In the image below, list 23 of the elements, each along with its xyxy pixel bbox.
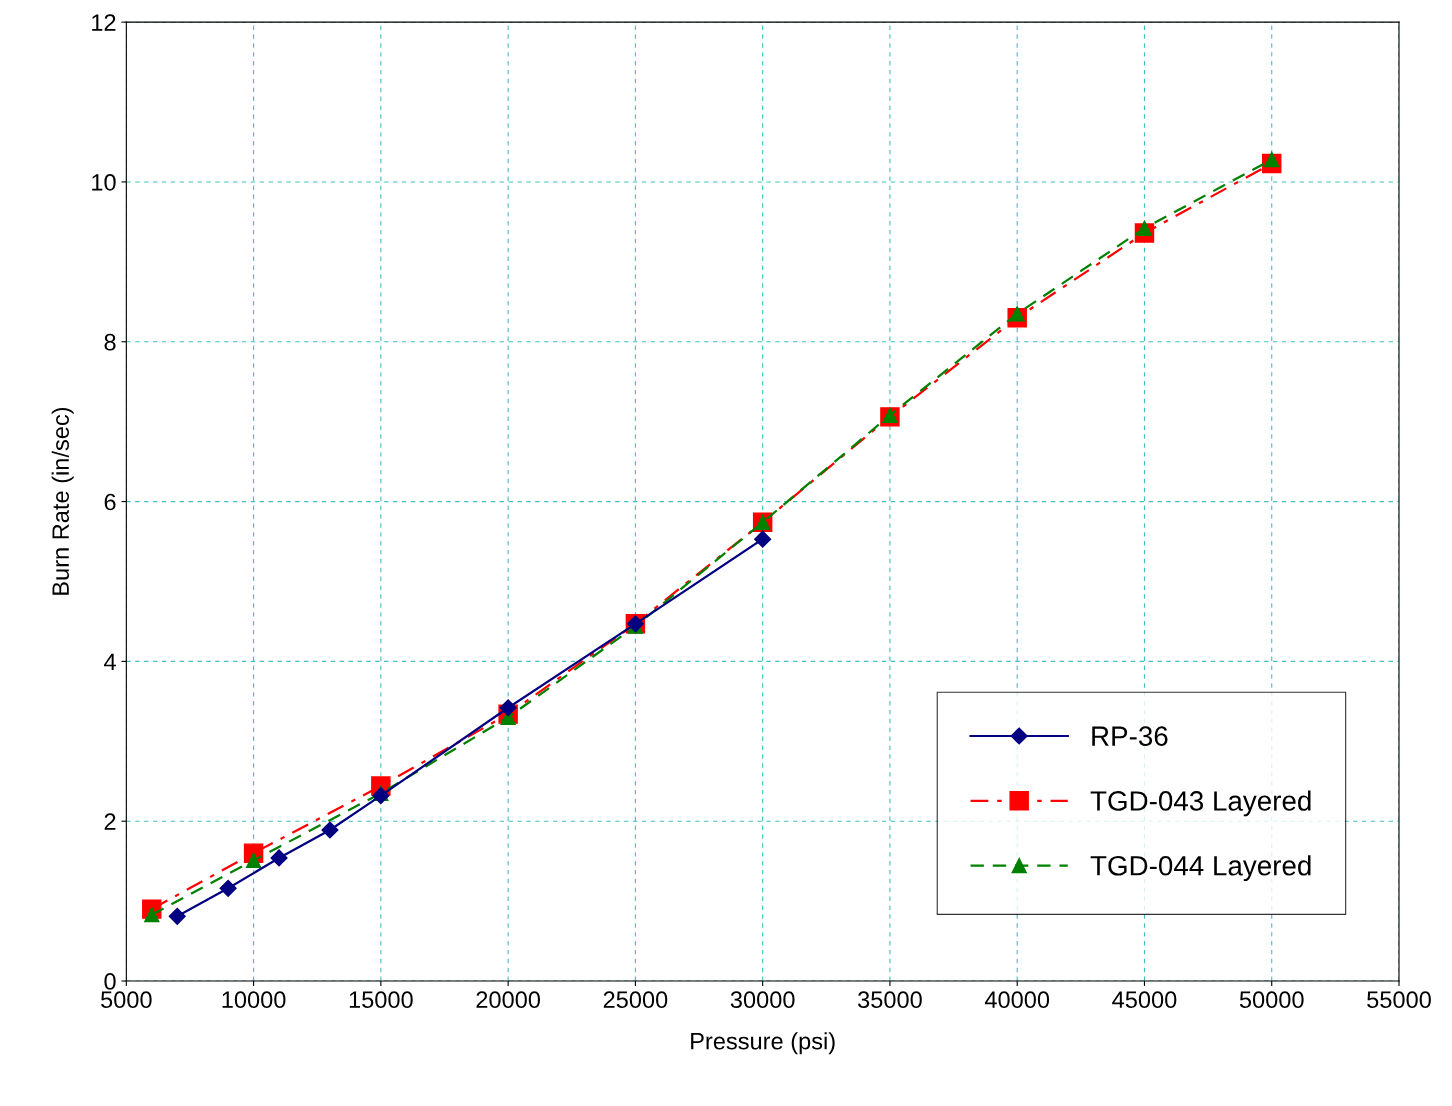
- y-tick-label: 12: [92, 14, 116, 31]
- legend-label: TGD-044 Layered: [1090, 855, 1311, 882]
- y-tick-label: 6: [104, 493, 116, 511]
- y-axis-title: Burn Rate (in/sec): [51, 407, 74, 595]
- x-tick-label: 15000: [349, 991, 413, 1009]
- x-tick-label: 45000: [1112, 991, 1177, 1009]
- x-tick-label: 40000: [984, 991, 1050, 1009]
- x-tick-label: 5000: [101, 991, 152, 1009]
- legend-label: RP-36: [1092, 726, 1168, 746]
- x-tick-label: 10000: [222, 991, 286, 1009]
- y-tick-label: 2: [104, 813, 116, 830]
- legend-label: TGD-043 Layered: [1090, 790, 1311, 817]
- x-tick-label: 50000: [1239, 991, 1304, 1009]
- y-tick-label: 4: [104, 653, 116, 670]
- x-tick-label: 35000: [858, 991, 922, 1009]
- x-tick-label: 20000: [476, 991, 541, 1009]
- y-tick-label: 8: [104, 333, 116, 351]
- x-axis-title: Pressure (psi): [691, 1032, 835, 1055]
- y-tick-label: 0: [104, 973, 116, 990]
- x-tick-label: 25000: [603, 991, 668, 1009]
- x-tick-label: 55000: [1367, 991, 1431, 1009]
- x-tick-label: 30000: [730, 991, 795, 1009]
- y-tick-label: 10: [92, 174, 116, 191]
